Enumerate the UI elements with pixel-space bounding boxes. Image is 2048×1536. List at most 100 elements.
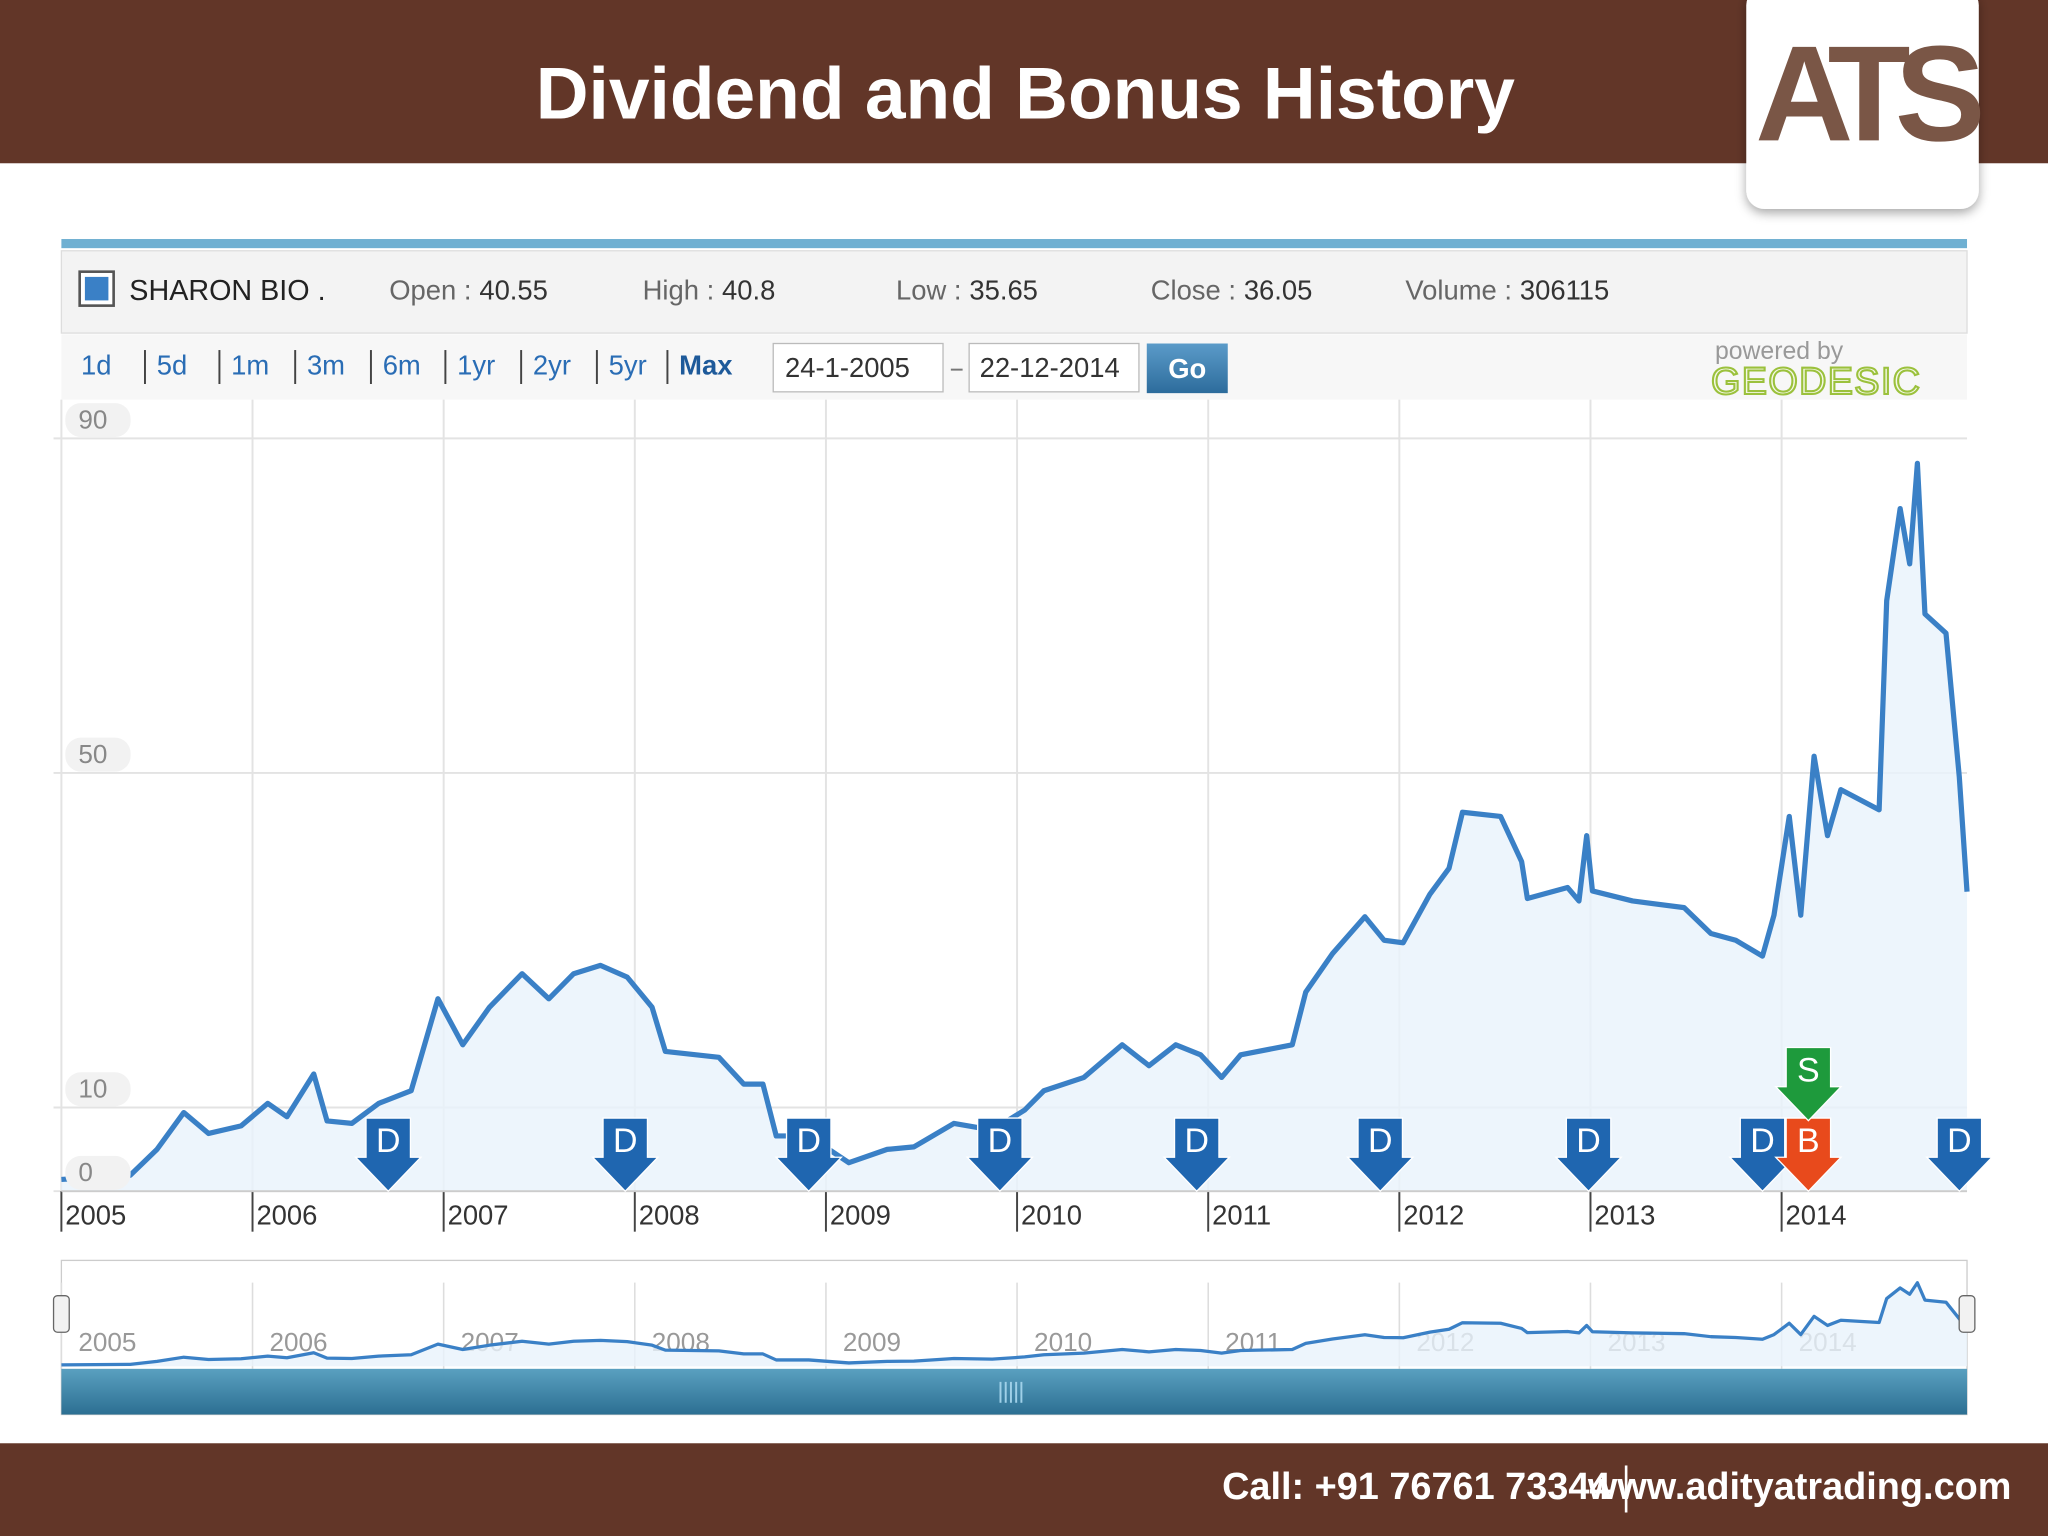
x-tick-label: 2013	[1594, 1200, 1655, 1231]
y-tick-label-bg	[65, 403, 131, 438]
event-label: D	[376, 1122, 401, 1160]
range-button[interactable]: 1d	[81, 349, 111, 380]
event-arrow	[1774, 1117, 1843, 1193]
nav-tick-label: 2005	[78, 1327, 136, 1357]
range-buttons: 1d 5d 1m 3m 6m 1yr 2yr 5yr Max	[81, 349, 733, 384]
provider: GEODESIC	[1711, 361, 1921, 403]
quote-label: Low :	[896, 275, 962, 306]
quote-bar	[60, 250, 1968, 334]
range-button[interactable]: 1m	[231, 349, 269, 380]
nav-tick-label: 2006	[270, 1327, 328, 1357]
range-button[interactable]: 5d	[157, 349, 187, 380]
plot	[61, 460, 1970, 1192]
event-label: D	[988, 1122, 1013, 1160]
event-marker: D	[774, 1117, 843, 1193]
y-tick-label: 90	[78, 404, 107, 434]
event-marker: D	[1925, 1117, 1994, 1193]
from-date: 24-1-2005	[785, 352, 910, 383]
range-button[interactable]: 3m	[307, 349, 345, 380]
event-marker: D	[1346, 1117, 1415, 1193]
range-button[interactable]: 5yr	[609, 349, 647, 380]
to-input[interactable]	[968, 342, 1140, 393]
x-tick-label: 2011	[1212, 1200, 1271, 1231]
quote-label: Volume :	[1405, 275, 1512, 306]
line	[61, 460, 1970, 1183]
event-arrow	[591, 1117, 660, 1193]
range-button[interactable]: 6m	[383, 349, 421, 380]
event-arrow	[1925, 1117, 1994, 1193]
range-button[interactable]: 1yr	[457, 349, 495, 380]
event-label: D	[1184, 1122, 1209, 1160]
x-tick-label: 2005	[65, 1200, 126, 1231]
y-tick-label-bg	[65, 1072, 131, 1107]
quote-label: Open :	[389, 275, 471, 306]
logo: ATS	[1755, 17, 1981, 169]
event-label: D	[1576, 1122, 1601, 1160]
go-button[interactable]	[1146, 343, 1228, 394]
x-tick-label: 2010	[1021, 1200, 1082, 1231]
y-tick-label-bg	[65, 1155, 131, 1190]
range-button[interactable]: 2yr	[533, 349, 571, 380]
top-bar	[61, 239, 1968, 249]
slide-title: Dividend and Bonus History	[536, 54, 1515, 135]
y-tick-label: 50	[78, 739, 107, 769]
x-tick-label: 2007	[448, 1200, 509, 1231]
x-tick-label: 2012	[1403, 1200, 1464, 1231]
event-label: S	[1797, 1051, 1820, 1089]
quote-value: 40.8	[722, 275, 775, 306]
quote-label: Close :	[1151, 275, 1236, 306]
event-arrow	[965, 1117, 1035, 1193]
event-marker: D	[1554, 1117, 1623, 1193]
event-arrow	[1774, 1046, 1843, 1122]
from-input[interactable]	[772, 342, 944, 393]
footer-call: Call: +91 76761 73344	[1222, 1466, 1610, 1508]
range-button[interactable]: Max	[679, 349, 733, 380]
y-tick-label: 10	[78, 1073, 107, 1103]
quote-fields: Open : 40.55 High :40.8 Low :35.65 Close : 36…	[389, 275, 1609, 306]
series-name: SHARON BIO .	[129, 275, 325, 307]
event-arrow	[1346, 1117, 1415, 1193]
event-label: D	[1947, 1122, 1972, 1160]
series-swatch	[84, 276, 109, 301]
quote-value: 40.55	[479, 275, 548, 306]
quote-value: 306115	[1520, 275, 1609, 306]
to-date: 22-12-2014	[980, 352, 1120, 383]
event-marker: D	[1728, 1117, 1797, 1193]
axes: 0 10 50 90 2005 2006 2007 2008 2009 2010 2011 2012 2…	[60, 403, 1968, 1232]
nav-tick-label: 2009	[843, 1327, 901, 1357]
x-tick-label: 2008	[639, 1200, 700, 1231]
powered-by: powered by	[1715, 338, 1844, 365]
event-label: B	[1797, 1122, 1820, 1160]
area	[61, 463, 1968, 1192]
footer-website: www.adityatrading.com	[1587, 1466, 2012, 1508]
quote-field: Open : 40.55	[389, 275, 548, 306]
x-tick-label: 2014	[1786, 1200, 1847, 1231]
event-arrow	[1728, 1117, 1797, 1193]
header-band	[0, 0, 2048, 164]
quote-field: High :40.8	[643, 275, 776, 306]
event-arrow	[354, 1117, 423, 1193]
logo-box	[1746, 0, 1979, 209]
event-marker: D	[965, 1117, 1035, 1193]
event-marker: D	[591, 1117, 660, 1193]
event-arrow	[774, 1117, 843, 1193]
event-marker: B	[1774, 1117, 1843, 1193]
quote-field: Low :35.65	[896, 275, 1038, 306]
event-arrow	[1162, 1117, 1231, 1193]
event-marker: D	[354, 1117, 423, 1193]
event-arrow	[1554, 1117, 1623, 1193]
event-label: D	[796, 1122, 821, 1160]
nav-handle-right[interactable]	[1958, 1295, 1976, 1333]
scroll-grip	[999, 1381, 1023, 1403]
nav-handle-left[interactable]	[52, 1295, 70, 1333]
quote-value: 35.65	[969, 275, 1038, 306]
quote-field: Close : 36.05	[1151, 275, 1313, 306]
event-markers: D D D D D D D D BSD	[354, 1046, 1994, 1193]
quote-field: Volume : 306115	[1405, 275, 1609, 306]
go-label: Go	[1168, 353, 1206, 384]
event-label: D	[1368, 1122, 1393, 1160]
quote-value: 36.05	[1244, 275, 1313, 306]
event-label: D	[613, 1122, 638, 1160]
scrollbar[interactable]	[61, 1368, 1968, 1415]
